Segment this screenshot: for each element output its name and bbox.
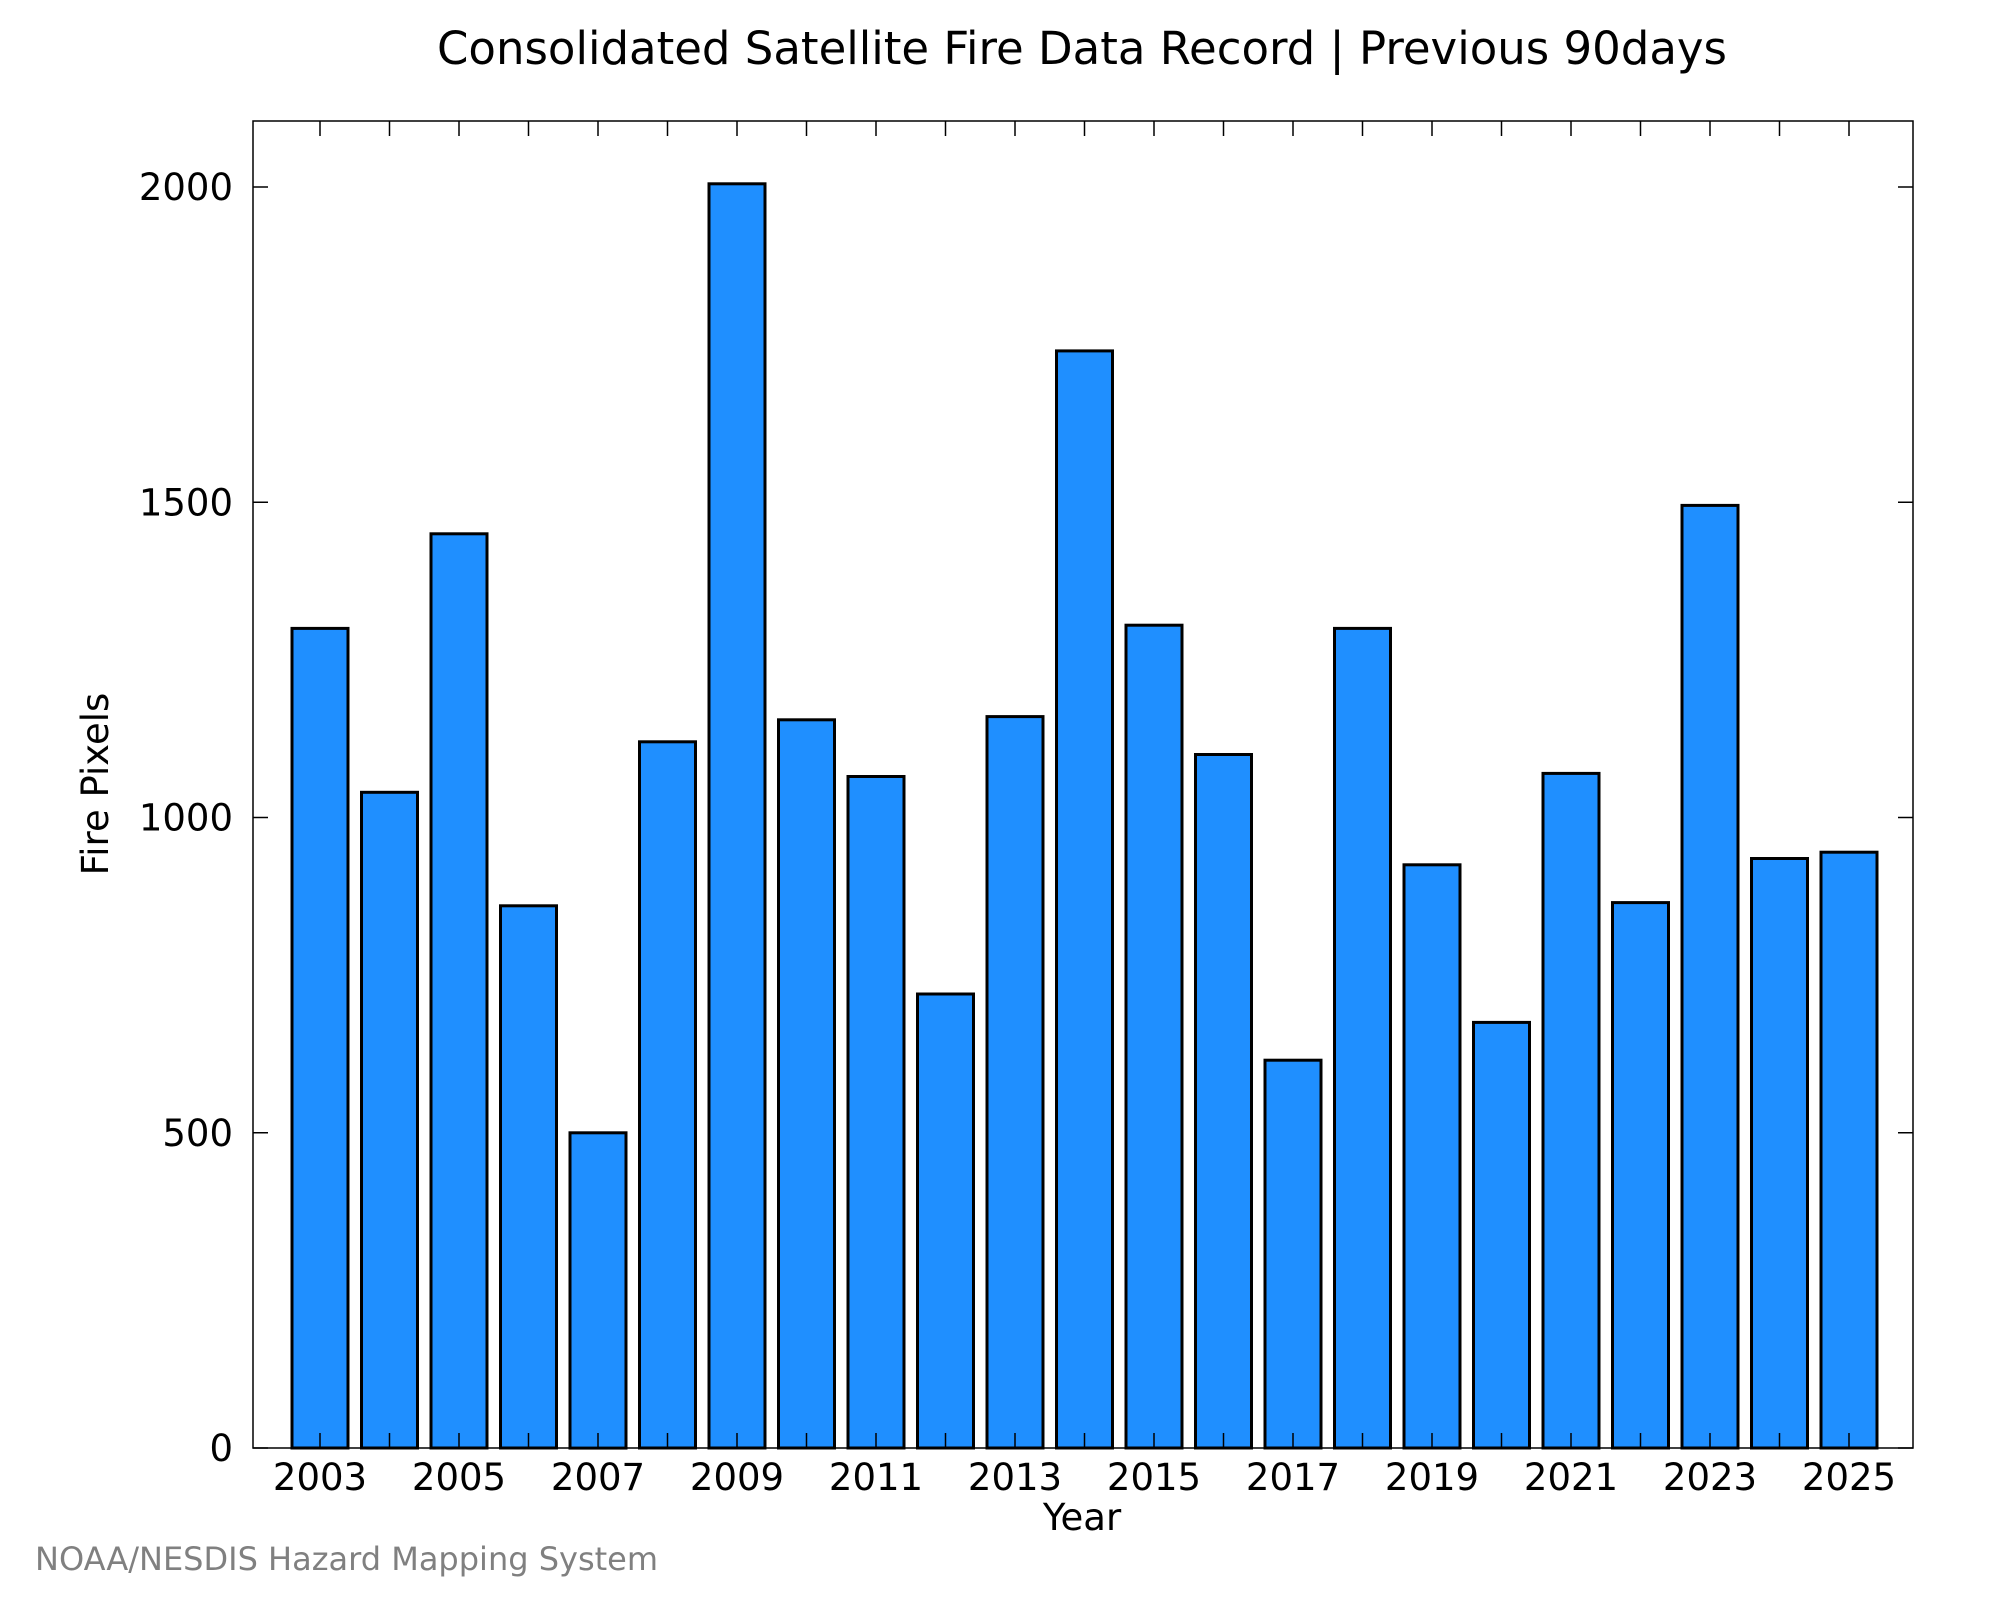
y-tick-labels: 0 500 1000 1500 2000 bbox=[139, 166, 233, 1470]
x-tick-label-2021: 2021 bbox=[1524, 1456, 1618, 1499]
bar-2009 bbox=[707, 182, 767, 1450]
x-tick-label-2005: 2005 bbox=[412, 1456, 506, 1499]
x-tick-label-2025: 2025 bbox=[1802, 1456, 1896, 1499]
y-tick-label-2000: 2000 bbox=[139, 166, 233, 209]
y-axis-label: Fire Pixels bbox=[74, 693, 117, 876]
x-tick-label-2019: 2019 bbox=[1385, 1456, 1479, 1499]
bar-2007 bbox=[568, 1131, 628, 1450]
bar-2024 bbox=[1750, 857, 1809, 1450]
x-tick-label-2007: 2007 bbox=[551, 1456, 645, 1499]
bar-2020 bbox=[1472, 1020, 1531, 1450]
bar-2023 bbox=[1680, 503, 1740, 1450]
bar-2008 bbox=[638, 740, 697, 1450]
x-tick-label-2017: 2017 bbox=[1246, 1456, 1340, 1499]
y-tick-label-0: 0 bbox=[209, 1427, 233, 1470]
bar-2014 bbox=[1055, 349, 1114, 1450]
bar-2022 bbox=[1611, 901, 1670, 1450]
bar-2011 bbox=[846, 775, 906, 1450]
bar-2018 bbox=[1333, 626, 1392, 1450]
x-tick-label-2015: 2015 bbox=[1107, 1456, 1201, 1499]
bar-2017 bbox=[1263, 1058, 1323, 1450]
y-tick-label-500: 500 bbox=[162, 1112, 233, 1155]
bar-2006 bbox=[499, 904, 558, 1450]
bar-2025 bbox=[1819, 850, 1879, 1450]
y-tick-label-1000: 1000 bbox=[139, 797, 233, 840]
x-tick-labels: 2003 2005 2007 2009 2011 2013 2015 2017 2019 2021… bbox=[273, 1456, 1896, 1499]
x-tick-label-2003: 2003 bbox=[273, 1456, 367, 1499]
bar-2015 bbox=[1124, 623, 1184, 1450]
bar-2004 bbox=[360, 790, 419, 1450]
bars bbox=[290, 182, 1879, 1450]
y-tick-label-1500: 1500 bbox=[139, 481, 233, 524]
bar-2005 bbox=[429, 532, 489, 1450]
x-tick-label-2011: 2011 bbox=[829, 1456, 923, 1499]
chart-title: Consolidated Satellite Fire Data Record … bbox=[437, 22, 1727, 75]
bar-2016 bbox=[1194, 753, 1253, 1450]
x-tick-label-2009: 2009 bbox=[690, 1456, 784, 1499]
x-tick-label-2023: 2023 bbox=[1663, 1456, 1757, 1499]
bar-2010 bbox=[777, 718, 836, 1450]
bar-2019 bbox=[1402, 863, 1462, 1450]
bar-2003 bbox=[290, 626, 350, 1450]
bar-2012 bbox=[916, 992, 975, 1450]
plot-frame bbox=[252, 120, 1914, 1449]
credit-text: NOAA/NESDIS Hazard Mapping System bbox=[35, 1540, 658, 1578]
bar-2013 bbox=[985, 715, 1045, 1450]
x-axis-label: Year bbox=[1042, 1496, 1122, 1539]
bar-2021 bbox=[1541, 771, 1601, 1450]
x-tick-label-2013: 2013 bbox=[968, 1456, 1062, 1499]
